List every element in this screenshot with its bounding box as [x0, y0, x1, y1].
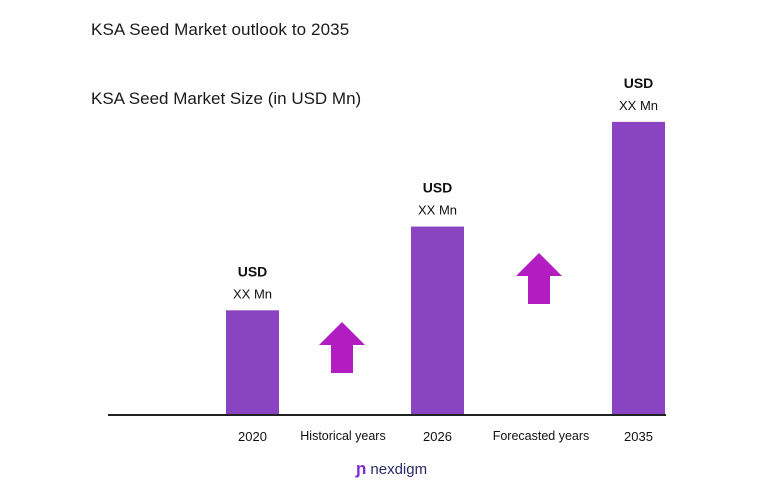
bar-2035 — [612, 121, 665, 415]
period-label: Forecasted years — [493, 429, 590, 443]
data-label-value: XX Mn — [418, 203, 457, 218]
x-tick-label: 2026 — [423, 429, 452, 444]
data-label-unit: USD — [238, 263, 268, 279]
brand-logo: ɲ nexdigm — [356, 459, 427, 479]
growth-arrow-up-icon — [319, 322, 365, 373]
bar-2020 — [226, 310, 279, 415]
nexdigm-logo-icon: ɲ — [356, 459, 367, 478]
chart-subtitle: KSA Seed Market Size (in USD Mn) — [91, 89, 362, 108]
data-label-unit: USD — [624, 75, 654, 91]
x-tick-label: 2035 — [624, 429, 653, 444]
period-label: Historical years — [300, 429, 385, 443]
data-label-value: XX Mn — [619, 98, 658, 113]
data-label-value: XX Mn — [233, 286, 272, 301]
data-label-unit: USD — [423, 180, 453, 196]
chart-title: KSA Seed Market outlook to 2035 — [91, 20, 350, 39]
bar-2026 — [411, 226, 464, 415]
growth-arrow-up-icon — [516, 253, 562, 304]
x-tick-label: 2020 — [238, 429, 267, 444]
brand-name: nexdigm — [370, 460, 428, 478]
